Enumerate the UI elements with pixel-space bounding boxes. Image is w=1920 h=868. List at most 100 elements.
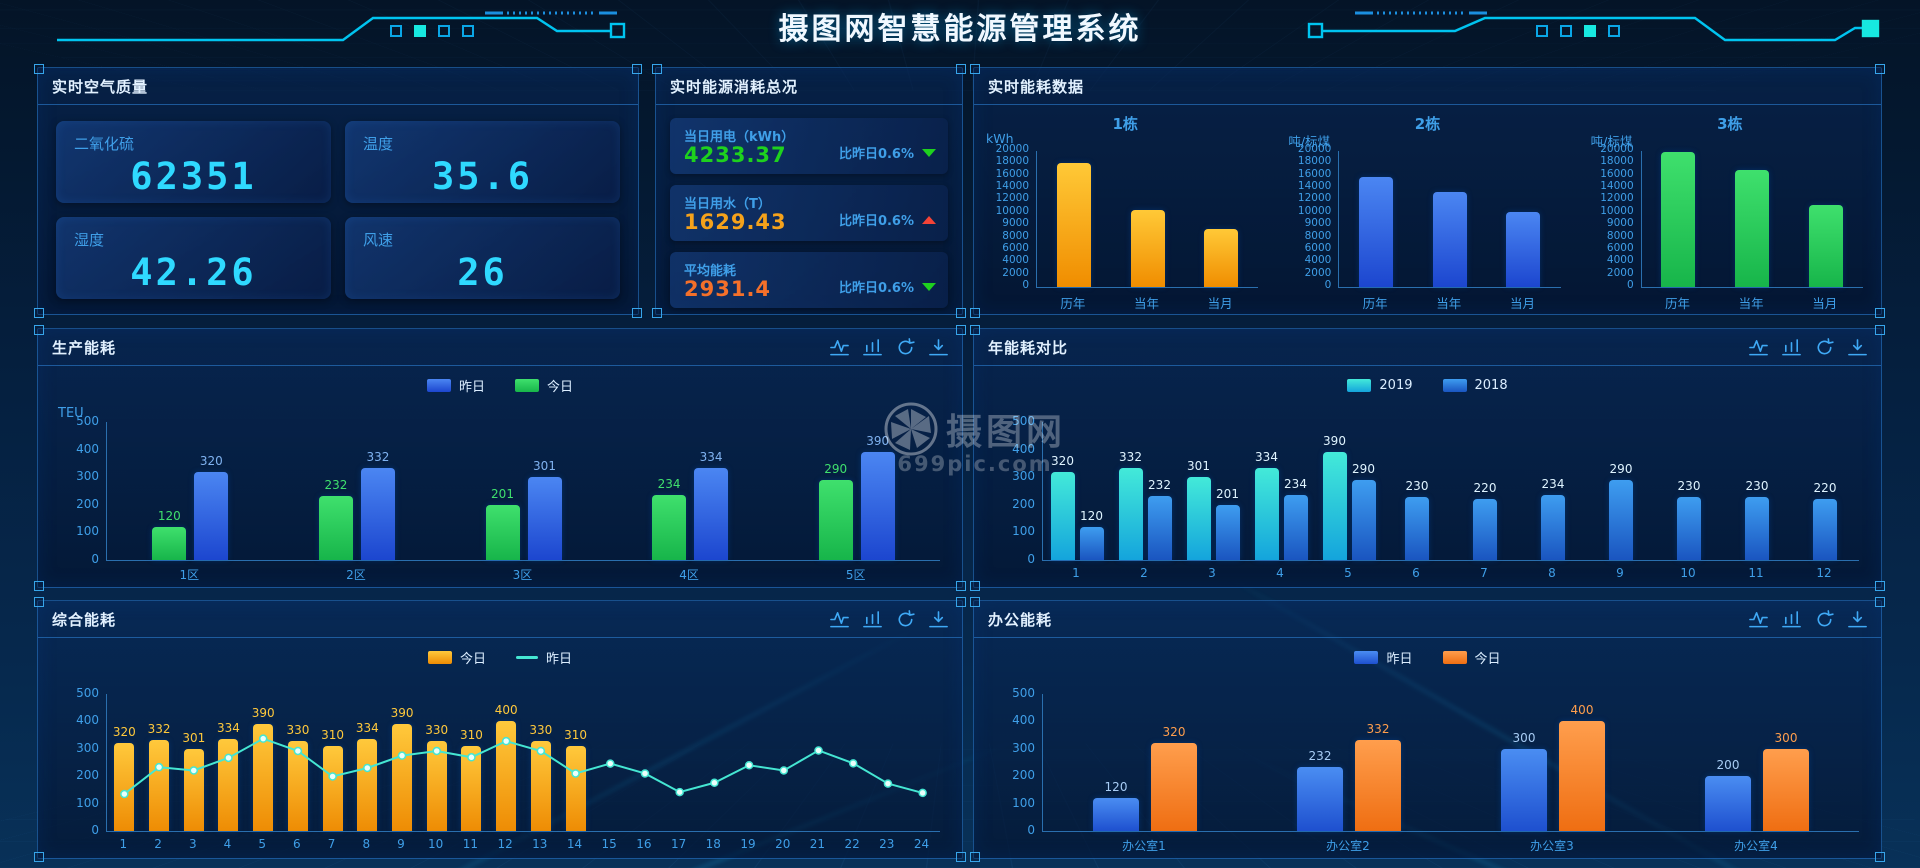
bar[interactable] [530,740,551,831]
bar[interactable] [1432,191,1467,287]
bar[interactable] [565,746,586,831]
refresh-icon[interactable] [1815,609,1834,629]
download-icon[interactable] [1848,610,1867,629]
line-chart-icon[interactable] [830,338,849,357]
bar[interactable] [1093,798,1139,831]
bar[interactable] [152,526,187,560]
bar[interactable] [218,739,239,831]
line-point [814,746,823,755]
bar-value-label: 320 [1162,725,1186,740]
bar[interactable] [1609,479,1633,560]
bar[interactable] [1355,740,1401,831]
bar[interactable] [496,721,517,831]
legend-item-今日[interactable]: 今日 [1442,648,1501,667]
bar[interactable] [1405,496,1429,560]
x-tick-label: 2 [154,837,162,851]
bar[interactable] [1079,526,1104,560]
legend-line-swatch [516,655,538,659]
refresh-icon[interactable] [896,337,915,357]
bar[interactable] [1151,743,1197,831]
bar[interactable] [694,467,729,560]
chart-building-1: 1栋 kWh 0 2000 4000 6000 8000 9000 10000 12000 14… [974,105,1276,314]
bar[interactable] [1118,468,1143,560]
bar[interactable] [1056,163,1091,287]
download-icon[interactable] [929,338,948,357]
bar[interactable] [149,740,170,831]
legend-item-昨日[interactable]: 昨日 [426,376,485,395]
bar[interactable] [1506,211,1541,287]
bar[interactable] [392,724,413,831]
y-tick-label: 0 [1324,279,1332,291]
bar[interactable] [1050,471,1075,560]
bar-value-label: 332 [1119,450,1142,465]
bar[interactable] [1204,228,1239,287]
refresh-icon[interactable] [1815,337,1834,357]
bar[interactable] [1254,467,1279,560]
bar[interactable] [1541,495,1565,560]
bar[interactable] [1283,495,1308,560]
bar[interactable] [1501,748,1547,831]
bar[interactable] [114,743,135,831]
bar[interactable] [1661,152,1696,287]
line-point [918,788,927,798]
x-tick-label: 历年 [1362,296,1388,311]
bar[interactable] [652,495,687,560]
legend-item-昨日[interactable]: 昨日 [1354,648,1413,667]
bar-value-label: 300 [1512,730,1536,745]
download-icon[interactable] [929,610,948,629]
bar[interactable] [1351,479,1376,560]
corner-mark [34,852,44,862]
bar[interactable] [485,504,520,560]
bar[interactable] [357,739,378,831]
x-tick-label: 2 [1140,566,1148,580]
bar-chart-icon[interactable] [863,610,882,629]
bar[interactable] [1735,169,1770,287]
line-chart-icon[interactable] [1749,338,1768,357]
bar[interactable] [1473,499,1497,560]
bar[interactable] [318,495,353,560]
bar[interactable] [1130,209,1165,287]
bar[interactable] [1677,496,1701,560]
bar[interactable] [1813,499,1837,560]
legend-item-2019[interactable]: 2019 [1347,378,1413,393]
bar[interactable] [1215,504,1240,560]
bar[interactable] [253,724,274,831]
bar[interactable] [1359,176,1394,287]
y-tick-label: 8000 [1606,229,1634,242]
y-tick-label: 200 [1012,768,1035,783]
bar[interactable] [1322,452,1347,560]
bar[interactable] [194,471,229,560]
y-tick-label: 2000 [1002,266,1029,279]
bar[interactable] [461,746,482,831]
panel-comprehensive-energy: 综合能耗 今日 昨日 0 100 200 300 400 500 320 332 301 334 39… [34,597,966,862]
legend-item-2018[interactable]: 2018 [1442,378,1508,393]
download-icon[interactable] [1848,338,1867,357]
bar[interactable] [1808,204,1843,287]
bar[interactable] [1186,476,1211,560]
legend-item-今日[interactable]: 今日 [515,376,573,395]
bar[interactable] [1763,748,1809,831]
legend-item-今日[interactable]: 今日 [427,648,486,667]
line-chart-icon[interactable] [1749,610,1768,629]
bar[interactable] [360,468,395,560]
bar[interactable] [322,746,343,831]
bar-value-label: 320 [112,725,136,740]
legend-item-昨日[interactable]: 昨日 [516,648,572,667]
bar[interactable] [1559,721,1605,831]
bar-chart-icon[interactable] [1782,338,1801,357]
bar[interactable] [1705,776,1751,831]
bar[interactable] [527,476,562,560]
bar-chart-icon[interactable] [1782,610,1801,629]
bar-value-label: 400 [1570,703,1594,718]
bar[interactable] [287,740,308,831]
bar[interactable] [1745,496,1769,560]
bar[interactable] [1297,767,1343,831]
bar[interactable] [426,740,447,831]
bar[interactable] [860,452,895,560]
x-axis-labels: 1 2 3 4 5 6 7 8 9 10 11 12 [1042,561,1859,587]
bar[interactable] [1147,495,1172,560]
bar[interactable] [818,479,853,560]
line-chart-icon[interactable] [830,610,849,629]
bar-chart-icon[interactable] [863,338,882,357]
refresh-icon[interactable] [896,609,915,629]
